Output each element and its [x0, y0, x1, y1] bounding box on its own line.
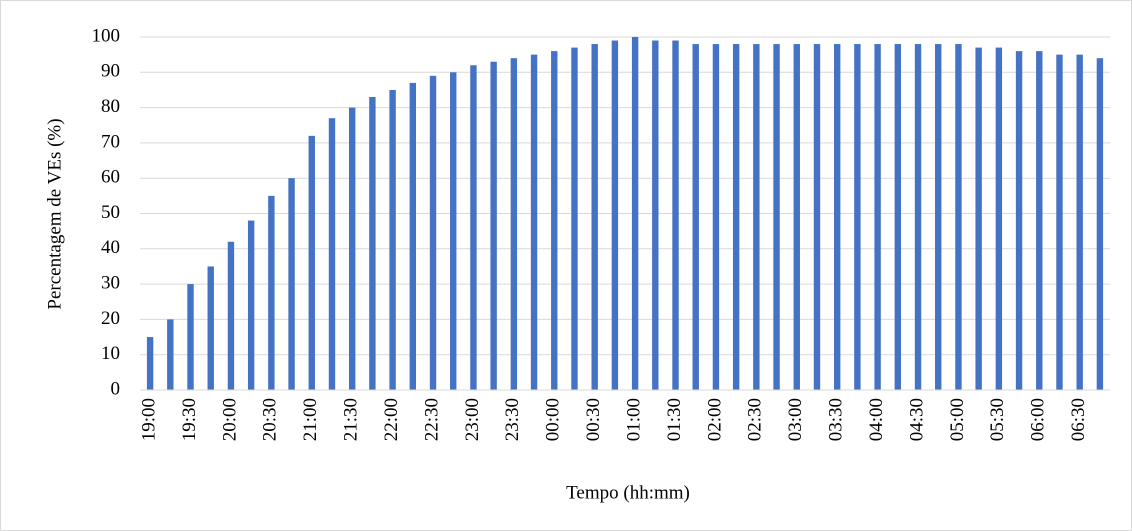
- x-tick-label: 01:00: [623, 398, 644, 441]
- x-tick-label: 03:00: [785, 398, 806, 441]
- bar: [995, 47, 1003, 391]
- bar: [914, 44, 922, 391]
- y-tick-label: 100: [92, 25, 121, 46]
- bar: [1096, 58, 1104, 391]
- bar: [571, 47, 578, 391]
- y-tick-label: 10: [101, 343, 120, 364]
- x-axis-title: Tempo (hh:mm): [566, 482, 690, 503]
- y-tick-label: 90: [101, 61, 120, 82]
- x-tick-label: 05:00: [947, 398, 968, 441]
- x-tick-label: 23:30: [502, 398, 523, 441]
- bar: [692, 44, 699, 391]
- y-axis-title: Percentagem de VEs (%): [44, 118, 65, 309]
- bar: [975, 47, 982, 391]
- bar: [833, 44, 841, 391]
- bar: [631, 37, 639, 390]
- x-tick-label: 00:00: [543, 398, 564, 441]
- bar: [551, 51, 558, 391]
- y-tick-label: 50: [101, 202, 120, 223]
- bar: [874, 44, 881, 391]
- x-tick-label: 23:00: [462, 398, 483, 441]
- bar: [712, 44, 720, 391]
- x-tick-label: 02:00: [704, 398, 725, 441]
- bar: [611, 40, 619, 390]
- bar: [1036, 51, 1043, 391]
- bar: [429, 75, 437, 390]
- x-tick-label: 06:00: [1028, 398, 1049, 441]
- bar: [510, 58, 518, 391]
- x-tick-label: 21:00: [300, 398, 321, 441]
- bar: [894, 44, 902, 391]
- y-tick-label: 30: [101, 272, 120, 293]
- bar: [672, 40, 679, 390]
- bar: [268, 195, 275, 390]
- bar: [328, 118, 336, 390]
- bar: [167, 319, 174, 390]
- bar: [854, 44, 861, 391]
- bar: [935, 44, 942, 391]
- x-tick-label: 19:00: [138, 398, 159, 441]
- y-tick-label: 80: [101, 96, 120, 117]
- x-tick-label: 02:30: [745, 398, 766, 441]
- bar: [1015, 51, 1023, 391]
- bar: [793, 44, 800, 391]
- y-tick-label: 70: [101, 131, 120, 152]
- bar: [732, 44, 740, 391]
- bar: [227, 241, 235, 390]
- bar: [409, 82, 417, 390]
- bar: [530, 54, 538, 391]
- bar: [1076, 54, 1083, 391]
- x-tick-label: 20:30: [260, 398, 281, 441]
- bar: [753, 44, 760, 391]
- y-tick-label: 40: [101, 237, 120, 258]
- x-tick-label: 00:30: [583, 398, 604, 441]
- bar: [308, 135, 315, 390]
- bar: [1056, 54, 1063, 391]
- bar: [773, 44, 780, 391]
- bar: [591, 44, 598, 391]
- x-tick-label: 22:00: [381, 398, 402, 441]
- x-tick-label: 05:30: [987, 398, 1008, 441]
- bar: [348, 107, 356, 390]
- bar: [955, 44, 962, 391]
- bar: [389, 89, 396, 390]
- bar: [288, 178, 295, 390]
- bar: [490, 61, 497, 391]
- x-tick-label: 20:00: [219, 398, 240, 441]
- bar: [247, 220, 255, 390]
- bar: [813, 44, 821, 391]
- x-tick-label: 01:30: [664, 398, 685, 441]
- x-tick-label: 04:00: [866, 398, 887, 441]
- x-tick-label: 19:30: [179, 398, 200, 441]
- x-tick-label: 22:30: [421, 398, 442, 441]
- bar: [187, 284, 194, 390]
- x-tick-label: 03:30: [826, 398, 847, 441]
- x-tick-label: 06:30: [1068, 398, 1089, 441]
- bar: [146, 337, 154, 390]
- bar: [470, 65, 477, 391]
- bar: [369, 97, 376, 390]
- x-tick-label: 21:30: [341, 398, 362, 441]
- y-tick-label: 0: [111, 378, 121, 399]
- y-tick-label: 60: [101, 167, 120, 188]
- y-tick-label: 20: [101, 308, 120, 329]
- bar: [652, 40, 659, 390]
- bar: [450, 72, 457, 391]
- x-tick-label: 04:30: [906, 398, 927, 441]
- bar: [207, 266, 214, 390]
